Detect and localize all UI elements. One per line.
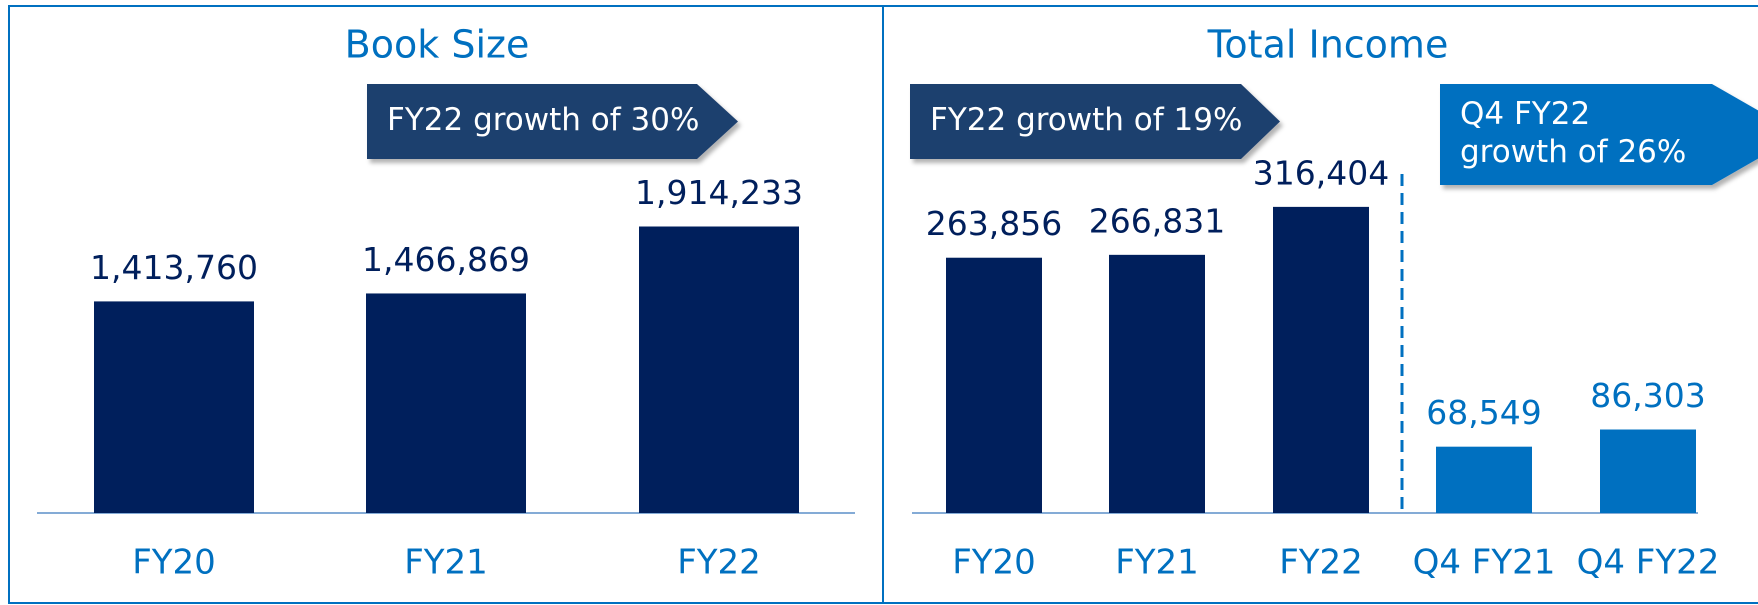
annotation-banner [910, 84, 1280, 159]
value-label: 68,549 [1426, 393, 1541, 432]
category-label: FY20 [952, 543, 1036, 583]
bar [946, 257, 1042, 513]
value-label: 1,914,233 [635, 173, 803, 212]
value-label: 1,413,760 [90, 248, 258, 287]
annotation-text: Q4 FY22 [1460, 96, 1590, 132]
category-label: FY22 [1279, 543, 1363, 583]
value-label: 266,831 [1089, 201, 1225, 240]
value-label: 316,404 [1253, 153, 1389, 192]
bar [639, 226, 799, 514]
annotation-text: FY22 growth of 30% [387, 102, 699, 138]
value-label: 263,856 [926, 204, 1062, 243]
category-label: Q4 FY21 [1413, 543, 1556, 583]
bar [1273, 206, 1369, 513]
bar [1436, 446, 1532, 513]
chart-title: Book Size [345, 23, 530, 67]
annotation-banner [1440, 84, 1758, 185]
bar [1600, 429, 1696, 513]
category-label: FY22 [677, 543, 761, 583]
annotation-text: growth of 26% [1460, 134, 1686, 170]
right-panel [882, 5, 1758, 604]
category-label: FY20 [132, 543, 216, 583]
value-label: 1,466,869 [362, 240, 530, 279]
bar [94, 301, 254, 513]
chart-title: Total Income [1207, 23, 1449, 67]
category-label: Q4 FY22 [1577, 543, 1720, 583]
annotation-banner [367, 84, 738, 159]
category-label: FY21 [1115, 543, 1199, 583]
category-label: FY21 [404, 543, 488, 583]
value-label: 86,303 [1590, 376, 1705, 415]
bar [366, 293, 526, 513]
annotation-text: FY22 growth of 19% [930, 102, 1242, 138]
bar [1109, 254, 1205, 513]
